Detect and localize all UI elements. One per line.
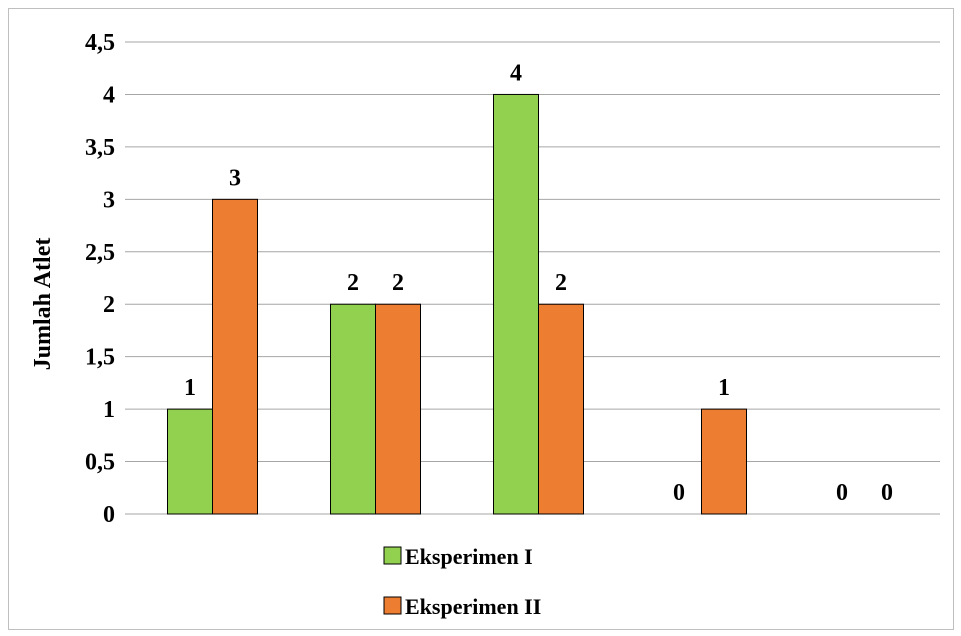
legend-swatch — [383, 596, 402, 615]
legend-swatch — [383, 546, 402, 565]
data-label: 0 — [836, 480, 848, 506]
bar — [212, 198, 258, 515]
bars — [167, 93, 747, 515]
data-label: 1 — [184, 375, 196, 401]
bar — [493, 93, 539, 515]
data-label: 0 — [673, 480, 685, 506]
data-label: 0 — [881, 480, 893, 506]
data-label: 2 — [555, 270, 567, 296]
y-tick-label: 2,5 — [85, 240, 115, 266]
data-label: 3 — [229, 165, 241, 191]
y-tick-label: 3,5 — [85, 135, 115, 161]
chart-frame — [8, 8, 954, 630]
data-label: 2 — [392, 270, 404, 296]
data-label: 1 — [718, 375, 730, 401]
y-tick-label: 1 — [103, 397, 115, 423]
bar — [375, 303, 421, 515]
y-tick-label: 1,5 — [85, 345, 115, 371]
data-label: 2 — [347, 270, 359, 296]
y-tick-label: 0,5 — [85, 450, 115, 476]
bar — [330, 303, 376, 515]
y-tick-label: 4,5 — [85, 30, 115, 56]
bar — [701, 408, 747, 515]
y-axis-ticks: 0 0,5 1 1,5 2 2,5 3 3,5 4 4,5 — [85, 30, 115, 528]
legend-label: Eksperimen I — [405, 544, 533, 569]
y-tick-label: 4 — [103, 82, 115, 108]
bar — [538, 303, 584, 515]
legend-label: Eksperimen II — [405, 594, 541, 619]
y-axis-label: Jumlah Atlet — [30, 238, 56, 371]
y-tick-label: 3 — [103, 187, 115, 213]
y-tick-label: 2 — [103, 292, 115, 318]
data-label: 4 — [510, 60, 522, 86]
bar — [167, 408, 213, 515]
legend: Eksperimen I Eksperimen II — [383, 544, 541, 619]
data-labels: 1 3 2 2 4 2 0 1 0 0 — [184, 60, 893, 506]
y-tick-label: 0 — [103, 502, 115, 528]
